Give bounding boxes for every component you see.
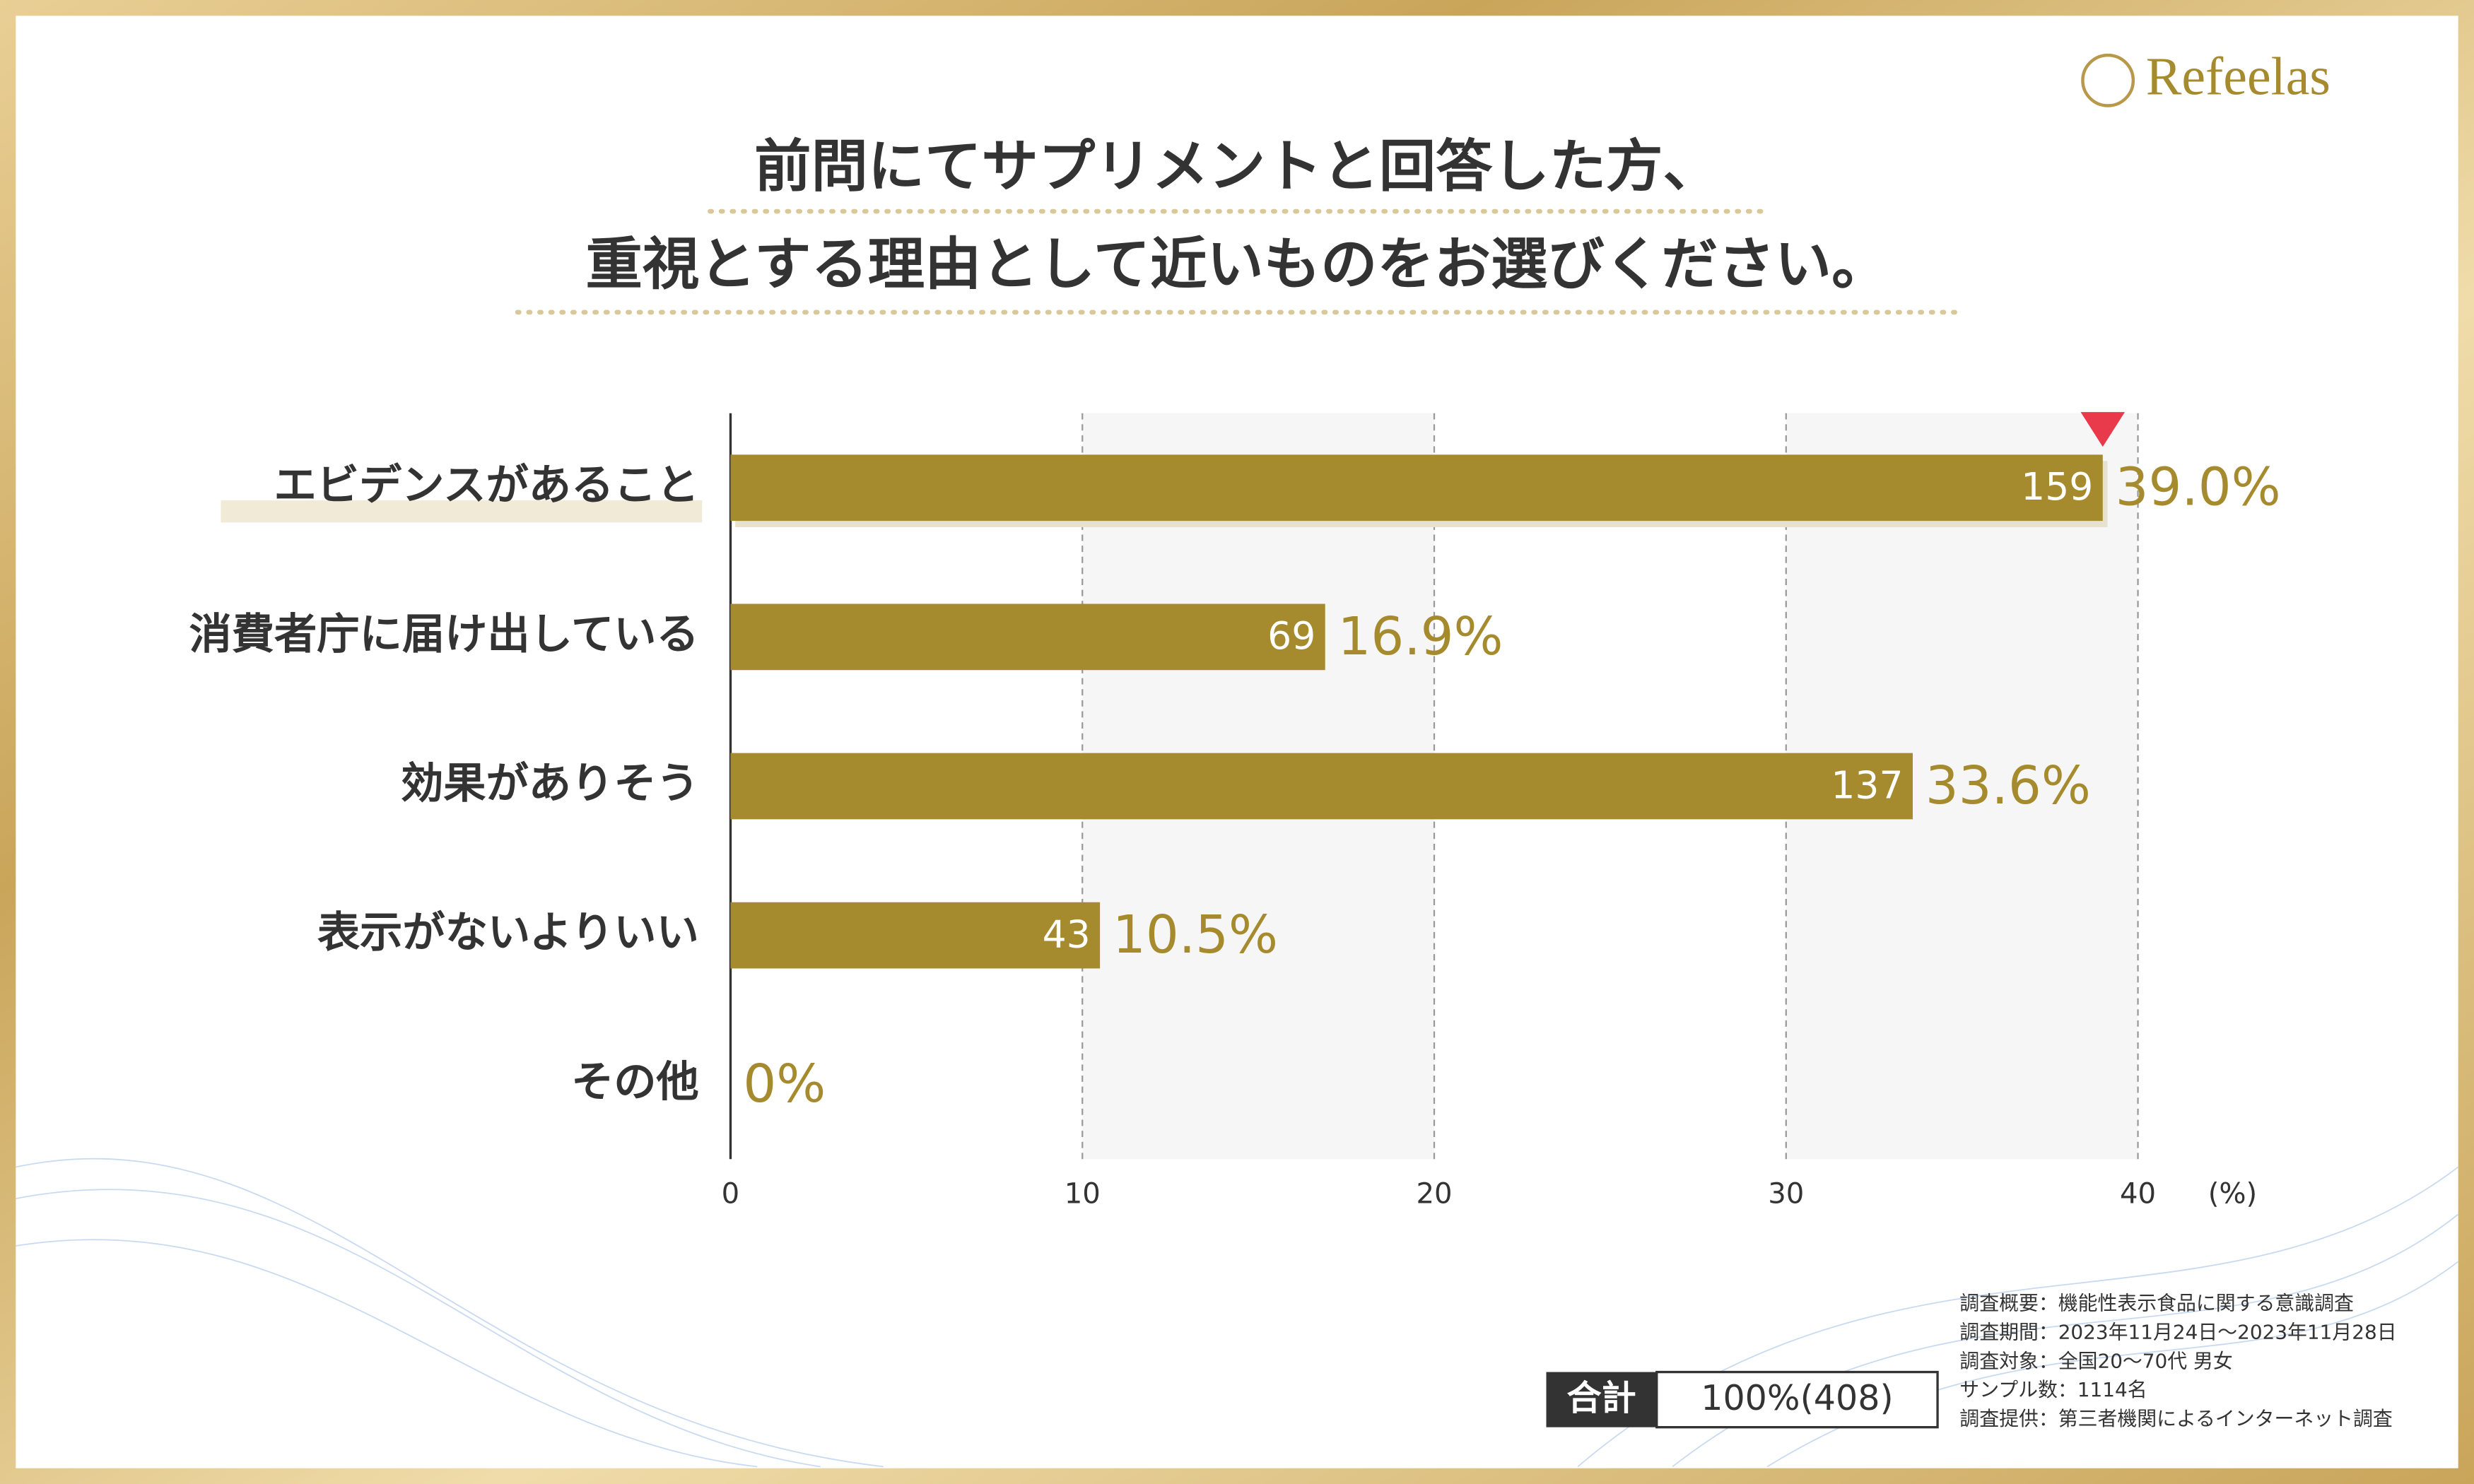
note: 調査期間：2023年11月24日～2023年11月28日 [1959,1320,2396,1343]
logo: Refeelas [2081,47,2331,107]
y-tick-label: エビデンスがあること [274,461,698,510]
title-line: 重視とする理由として近いものをお選びください。 [586,230,1889,297]
total-label-box [1546,1372,1657,1427]
bar [730,603,1325,671]
value-label: 39.0% [2116,458,2281,518]
bar [730,902,1101,969]
note: 調査対象：全国20～70代 男女 [1959,1349,2232,1372]
note: サンプル数：1114名 [1959,1378,2147,1401]
logo-mark [2081,53,2135,107]
value-label: 33.6% [1925,756,2091,816]
note: 調査提供：第三者機関によるインターネット調査 [1959,1407,2392,1430]
note: 調査概要：機能性表示食品に関する意識調査 [1959,1292,2354,1315]
x-tick-label: 20 [1416,1178,1452,1211]
y-tick-label: 効果がありそう [401,759,699,808]
x-axis-unit: (%) [2208,1178,2258,1211]
total-box: 合計 100%(408) [1546,1370,1939,1429]
bar [730,753,1913,820]
x-tick-label: 30 [1768,1178,1804,1211]
total-value: 100%(408) [1701,1377,1893,1418]
total-value-box [1655,1370,1939,1429]
count-label: 69 [1267,613,1315,658]
y-tick-label: その他 [571,1057,699,1107]
brand: Refeelas [2146,47,2331,106]
label-highlight [221,500,703,523]
bar [730,454,2103,522]
y-tick-label: 消費者庁に届け出している [189,610,699,659]
value-label: 10.5% [1113,905,1278,965]
count-label: 159 [2021,464,2093,509]
x-tick-label: 0 [722,1178,740,1211]
total-label: 合計 [1567,1377,1636,1418]
value-label: 0% [743,1054,826,1114]
max-marker [2080,412,2126,447]
x-tick-label: 40 [2120,1178,2156,1211]
title-line: 前問にてサプリメントと回答した方、 [754,133,1720,199]
y-tick-label: 表示がないよりいい [317,908,699,958]
value-label: 16.9% [1338,607,1503,667]
count-label: 137 [1831,762,1903,807]
x-tick-label: 10 [1065,1178,1101,1211]
count-label: 43 [1043,912,1091,956]
